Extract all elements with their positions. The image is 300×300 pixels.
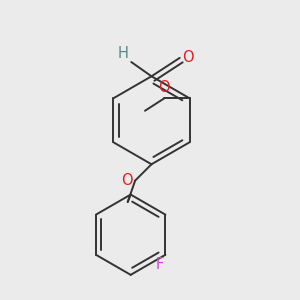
Text: O: O	[121, 173, 133, 188]
Text: O: O	[158, 80, 170, 95]
Text: F: F	[156, 257, 164, 272]
Text: O: O	[182, 50, 194, 65]
Text: H: H	[118, 46, 129, 61]
